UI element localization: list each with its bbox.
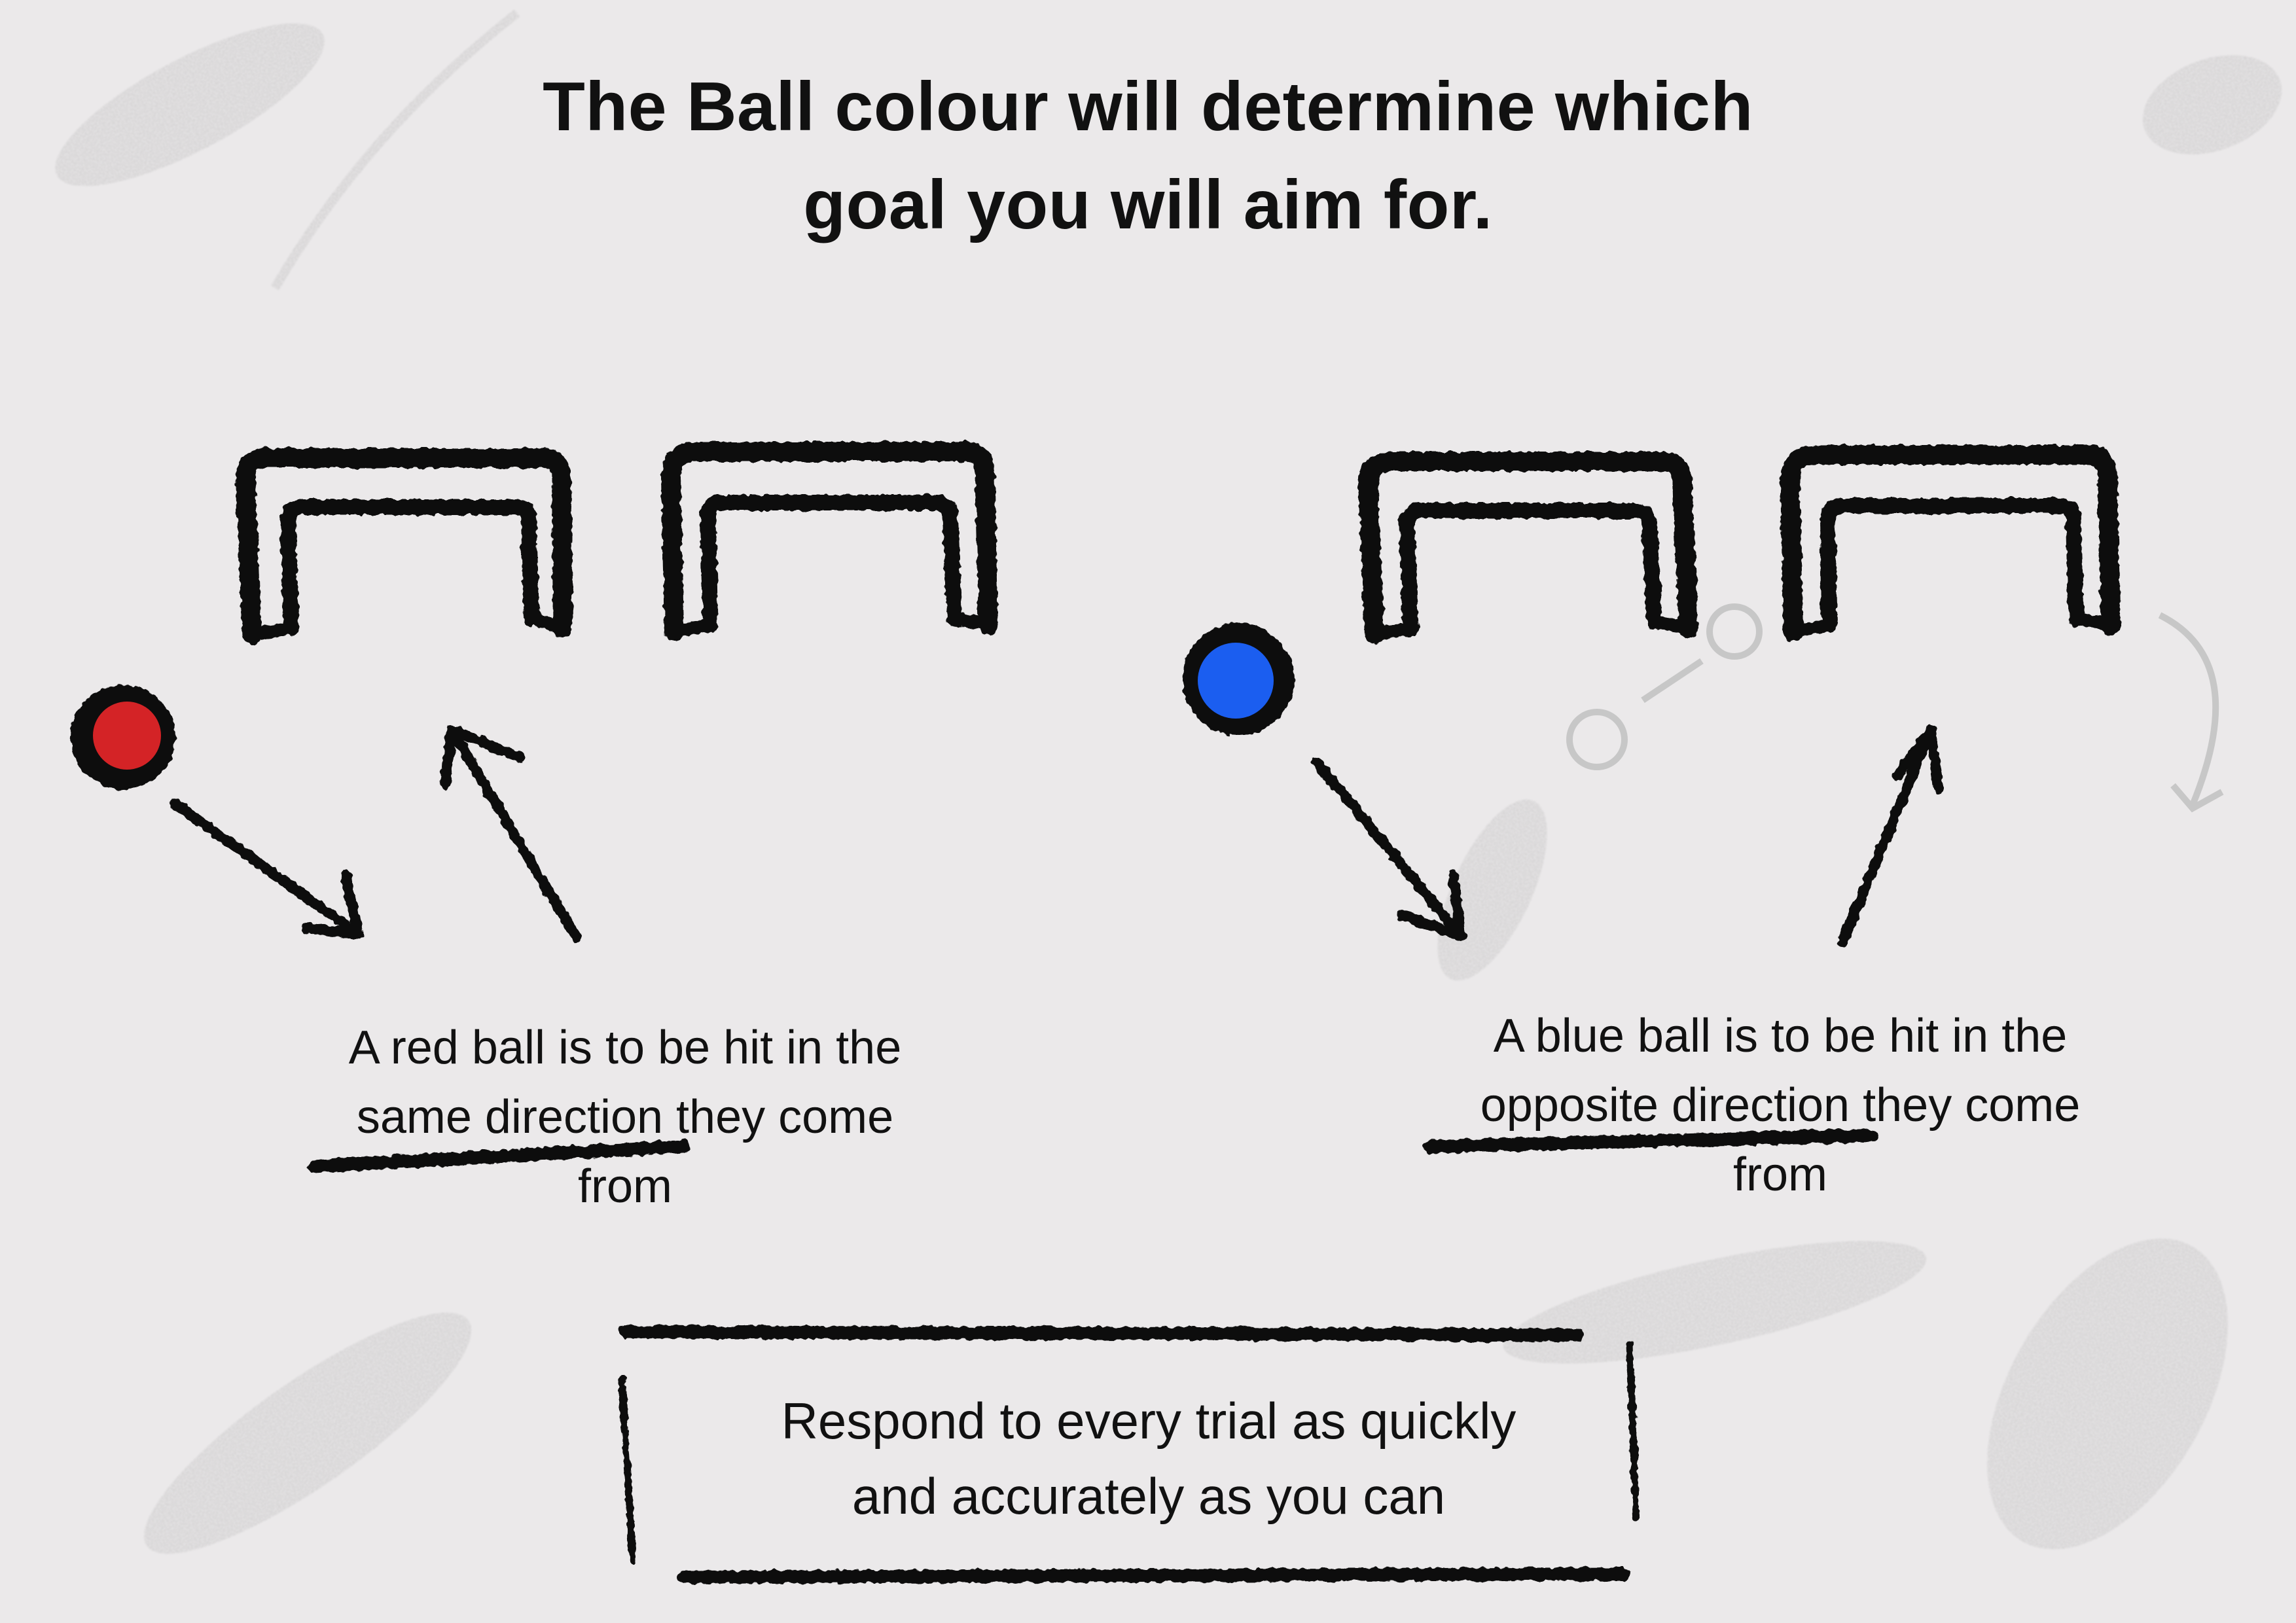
smudge-mid-center xyxy=(1437,799,1547,981)
smudge-bottom-right xyxy=(1987,1238,2228,1550)
goal-right-2 xyxy=(1780,445,2121,641)
smudge-top-left xyxy=(55,23,325,187)
red-ball-caption: A red ball is to be hit in the same dire… xyxy=(232,1013,1018,1221)
red-caption-line-3: from xyxy=(578,1160,672,1213)
title-line-1: The Ball colour will determine which xyxy=(543,68,1753,145)
red-panel-goals xyxy=(236,442,998,645)
blue-caption-line-3: from xyxy=(1733,1149,1827,1201)
incoming-arrow-blue xyxy=(1312,757,1466,941)
faint-curve-arrow xyxy=(2158,612,2224,813)
smudge-streak-top-left xyxy=(270,9,520,291)
incoming-arrow-red xyxy=(170,798,364,940)
smudge-bottom-mid xyxy=(1503,1241,1927,1364)
blue-caption-line-1: A blue ball is to be hit in the xyxy=(1493,1010,2068,1062)
smudge-top-right xyxy=(2142,55,2282,154)
red-ball xyxy=(71,685,175,789)
red-caption-line-2: same direction they come xyxy=(356,1091,894,1143)
red-caption-line-1: A red ball is to be hit in the xyxy=(348,1022,902,1074)
blue-ball-fill xyxy=(1198,643,1274,719)
outgoing-arrow-blue xyxy=(1837,724,1944,948)
blue-ball-caption: A blue ball is to be hit in the opposite… xyxy=(1335,1001,2225,1209)
title-line-2: goal you will aim for. xyxy=(803,166,1493,243)
page-title: The Ball colour will determine which goa… xyxy=(363,58,1933,254)
instruction-box-frame xyxy=(618,1325,1640,1584)
goal-right-1 xyxy=(1358,452,1698,645)
box-right-edge xyxy=(1626,1341,1640,1521)
blue-panel-arrows xyxy=(1312,724,1944,948)
faint-ball-ring xyxy=(1566,709,1628,770)
instruction-line-1: Respond to every trial as quickly xyxy=(781,1392,1516,1450)
box-bottom-edge xyxy=(677,1567,1630,1584)
faint-trail xyxy=(1641,658,1704,704)
red-ball-fill xyxy=(93,702,161,770)
caption-underlines xyxy=(308,1129,1878,1173)
faint-ball-ring xyxy=(1706,603,1763,660)
underline-same-direction xyxy=(308,1140,691,1173)
blue-ball xyxy=(1182,623,1295,736)
underline-opposite-direction xyxy=(1424,1129,1878,1153)
blue-panel-goals xyxy=(1358,445,2121,645)
instruction-box-text: Respond to every trial as quickly and ac… xyxy=(655,1383,1643,1534)
smudge-bottom-left xyxy=(144,1312,471,1554)
box-left-edge xyxy=(618,1374,637,1565)
goal-left-1 xyxy=(236,448,573,645)
blue-caption-line-2: opposite direction they come xyxy=(1480,1079,2081,1132)
box-top-edge xyxy=(619,1325,1584,1342)
outgoing-arrow-red xyxy=(440,724,581,942)
goal-left-2 xyxy=(661,442,998,641)
red-panel-arrows xyxy=(170,724,581,942)
instruction-line-2: and accurately as you can xyxy=(852,1467,1446,1525)
faint-trajectory-hints xyxy=(1566,603,2224,813)
